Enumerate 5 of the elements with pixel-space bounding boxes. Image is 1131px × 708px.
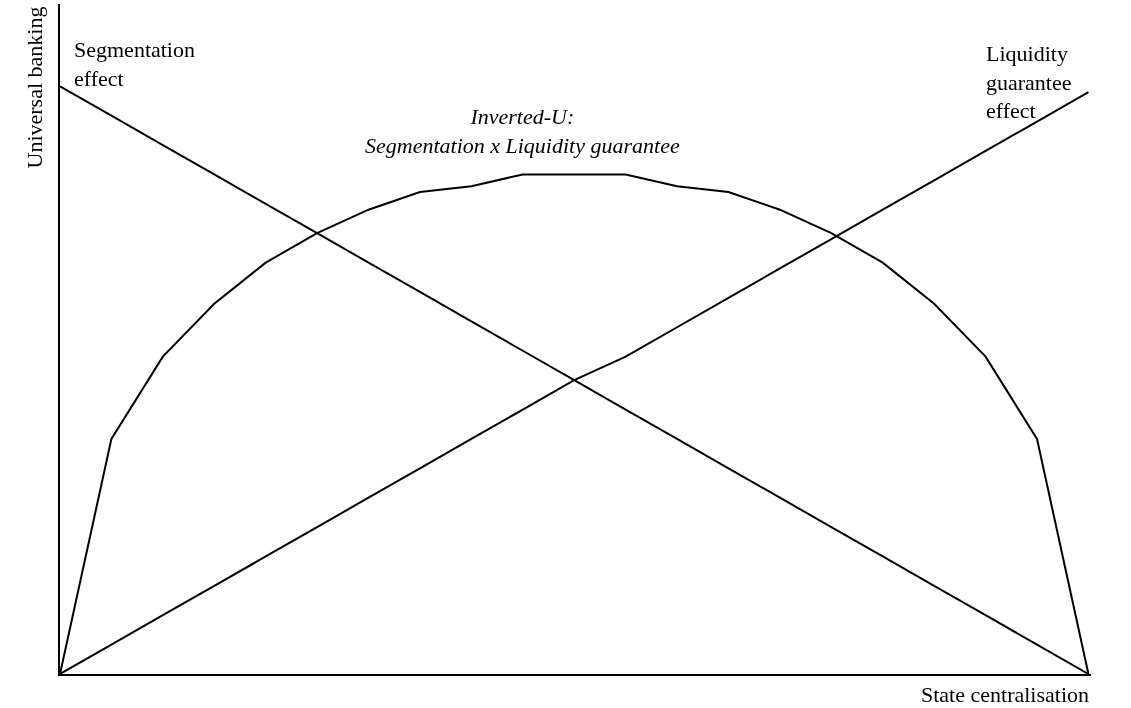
series-label: Segmentation effect: [74, 37, 195, 91]
y-axis-title: Universal banking: [21, 6, 47, 169]
series-label: Inverted-U: Segmentation x Liquidity guarantee: [365, 104, 680, 158]
x-axis-title: State centralisation: [921, 682, 1089, 707]
series-label: Liquidity guarantee effect: [986, 41, 1072, 124]
